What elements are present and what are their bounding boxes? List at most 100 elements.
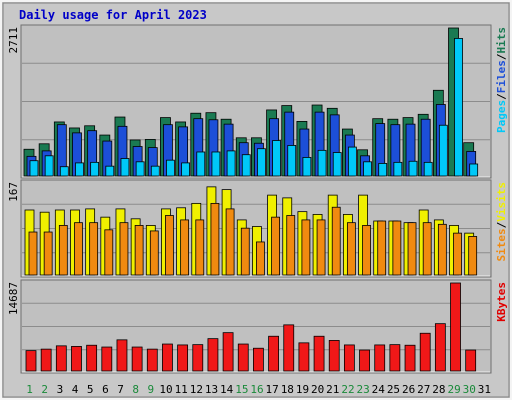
bar-sites-day-12 xyxy=(195,219,205,276)
bar-pages-day-14 xyxy=(226,150,236,177)
x-tick-label-6: 6 xyxy=(102,383,109,396)
legend-item-hits-files-pages-3: / xyxy=(495,53,508,60)
bar-kbytes-day-28 xyxy=(434,323,446,372)
legend-item-hits-files-pages-0: Pages xyxy=(495,100,508,133)
bar-pages-day-29 xyxy=(454,38,463,177)
bar-pages-day-8 xyxy=(135,161,145,177)
bar-sites-day-13 xyxy=(210,202,220,276)
bar-pages-day-30 xyxy=(469,163,479,177)
bar-sites-day-27 xyxy=(422,222,432,276)
x-tick-label-29: 29 xyxy=(447,383,460,396)
bar-sites-day-10 xyxy=(165,215,174,276)
x-tick-label-12: 12 xyxy=(190,383,203,396)
bar-kbytes-day-7 xyxy=(116,339,128,372)
x-tick-label-22: 22 xyxy=(341,383,354,396)
x-tick-label-28: 28 xyxy=(432,383,445,396)
bar-kbytes-day-23 xyxy=(359,349,370,372)
legend-item-visits-sites-0: Sites xyxy=(495,228,508,261)
series-sites xyxy=(28,202,478,276)
x-tick-label-4: 4 xyxy=(72,383,79,396)
bar-pages-day-15 xyxy=(241,154,251,177)
bar-sites-day-30 xyxy=(468,236,478,276)
x-tick-label-24: 24 xyxy=(372,383,386,396)
bar-pages-day-17 xyxy=(272,140,281,177)
bar-kbytes-day-5 xyxy=(86,344,98,372)
bar-sites-day-16 xyxy=(256,241,265,276)
bar-kbytes-day-3 xyxy=(55,345,67,372)
bar-pages-day-10 xyxy=(166,159,175,177)
ymax-label-visits-sites: 167 xyxy=(7,182,20,202)
bar-sites-day-26 xyxy=(407,222,417,276)
bar-pages-day-19 xyxy=(302,157,312,177)
x-tick-label-5: 5 xyxy=(87,383,94,396)
bar-sites-day-3 xyxy=(58,225,68,276)
ymax-label-hits-files-pages: 2711 xyxy=(7,27,20,54)
x-tick-label-9: 9 xyxy=(148,383,155,396)
x-tick-label-31: 31 xyxy=(478,383,491,396)
bar-sites-day-7 xyxy=(119,222,129,276)
x-tick-label-18: 18 xyxy=(281,383,294,396)
bar-kbytes-day-17 xyxy=(268,335,279,372)
bar-sites-day-25 xyxy=(392,220,402,276)
bar-kbytes-day-16 xyxy=(253,347,264,372)
bar-sites-day-5 xyxy=(89,222,99,276)
bar-sites-day-8 xyxy=(134,225,144,276)
bar-kbytes-day-20 xyxy=(313,335,325,372)
bar-sites-day-23 xyxy=(362,225,371,276)
bar-sites-day-20 xyxy=(316,219,326,276)
bar-sites-day-22 xyxy=(346,222,356,276)
chart-title: Daily usage for April 2023 xyxy=(19,8,207,22)
bar-pages-day-27 xyxy=(423,161,433,177)
bar-pages-day-1 xyxy=(29,160,39,177)
bar-sites-day-1 xyxy=(28,231,38,276)
bar-pages-day-28 xyxy=(438,124,448,177)
legend-item-hits-files-pages-2: Files xyxy=(495,60,508,93)
bar-sites-day-18 xyxy=(286,215,296,276)
bar-sites-day-2 xyxy=(43,231,53,276)
x-tick-label-13: 13 xyxy=(205,383,218,396)
x-tick-label-23: 23 xyxy=(357,383,370,396)
panel-kbytes: 14687 KBytes xyxy=(7,279,508,374)
bar-kbytes-day-29 xyxy=(450,282,461,372)
bar-pages-day-24 xyxy=(378,163,388,177)
bar-sites-day-17 xyxy=(271,216,280,276)
x-tick-label-20: 20 xyxy=(311,383,324,396)
bar-kbytes-day-12 xyxy=(192,344,204,372)
bar-pages-day-12 xyxy=(196,151,206,177)
bar-kbytes-day-19 xyxy=(298,342,310,372)
bar-kbytes-day-9 xyxy=(146,348,158,372)
legend-kbytes: KBytes xyxy=(495,282,508,322)
legend-item-hits-files-pages-4: Hits xyxy=(495,27,508,54)
x-tick-label-11: 11 xyxy=(175,383,188,396)
frame-shadow xyxy=(2,2,510,398)
bar-sites-day-19 xyxy=(301,219,311,276)
panel-visits-sites: 167 Sites/Visits xyxy=(7,179,508,278)
legend-item-visits-sites-2: Visits xyxy=(495,182,508,222)
x-tick-label-1: 1 xyxy=(26,383,33,396)
bar-kbytes-day-10 xyxy=(162,343,173,372)
x-tick-label-15: 15 xyxy=(235,383,248,396)
bar-kbytes-day-21 xyxy=(328,340,340,372)
bar-sites-day-4 xyxy=(74,222,83,276)
bar-pages-day-6 xyxy=(105,165,115,177)
bar-kbytes-day-30 xyxy=(465,349,477,372)
bar-sites-day-6 xyxy=(104,229,114,276)
x-tick-label-2: 2 xyxy=(41,383,48,396)
x-tick-label-27: 27 xyxy=(417,383,430,396)
x-tick-label-26: 26 xyxy=(402,383,415,396)
bar-kbytes-day-27 xyxy=(419,332,431,372)
bar-kbytes-day-22 xyxy=(343,344,355,372)
x-tick-label-10: 10 xyxy=(159,383,172,396)
bar-sites-day-24 xyxy=(377,220,387,276)
bar-kbytes-day-26 xyxy=(404,344,416,372)
legend-hits-files-pages: Pages/Files/Hits xyxy=(495,27,508,133)
bar-kbytes-day-1 xyxy=(25,350,37,372)
bar-sites-day-9 xyxy=(149,230,159,276)
bar-pages-day-3 xyxy=(59,166,69,177)
bar-kbytes-day-6 xyxy=(101,346,113,372)
x-tick-label-21: 21 xyxy=(326,383,339,396)
